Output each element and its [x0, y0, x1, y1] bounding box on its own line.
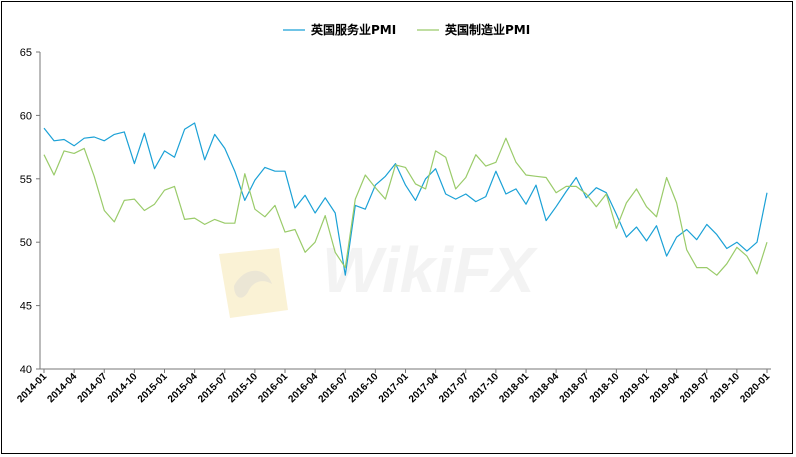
x-tick-label: 2015-01: [136, 371, 170, 405]
x-tick-label: 2015-07: [196, 371, 230, 405]
y-tick-label: 65: [20, 47, 32, 59]
x-tick-label: 2016-04: [287, 371, 321, 405]
x-tick-label: 2017-10: [467, 371, 501, 405]
x-tick-label: 2018-01: [497, 371, 531, 405]
x-tick-label: 2017-07: [437, 371, 471, 405]
watermark-logo-icon: [219, 248, 288, 318]
y-tick-label: 45: [20, 301, 32, 313]
x-tick-label: 2015-04: [166, 371, 200, 405]
x-tick-label: 2014-04: [46, 371, 80, 405]
x-tick-label: 2016-10: [347, 371, 381, 405]
series-line-services: [43, 122, 768, 276]
x-tick-label: 2016-01: [256, 371, 290, 405]
x-tick-label: 2017-04: [407, 371, 441, 405]
x-tick-label: 2018-10: [588, 371, 622, 405]
x-tick-label: 2019-01: [618, 371, 652, 405]
y-tick-label: 60: [20, 110, 32, 122]
x-tick-label: 2017-01: [377, 371, 411, 405]
legend-label-services: 英国服务业PMI: [311, 22, 396, 37]
x-tick-label: 2014-01: [15, 371, 49, 405]
x-tick-label: 2014-10: [106, 371, 140, 405]
x-tick-label: 2018-07: [558, 371, 592, 405]
watermark: WikiFX: [219, 234, 538, 318]
x-tick-label: 2014-07: [76, 371, 110, 405]
x-tick-label: 2020-01: [738, 371, 772, 405]
x-tick-label: 2019-10: [708, 371, 742, 405]
x-tick-label: 2019-07: [678, 371, 712, 405]
x-tick-label: 2016-07: [317, 371, 351, 405]
watermark-text: WikiFX: [322, 234, 538, 306]
legend-label-manufacturing: 英国制造业PMI: [445, 22, 530, 37]
y-tick-label: 55: [20, 174, 32, 186]
x-tick-label: 2015-10: [226, 371, 260, 405]
y-tick-label: 50: [20, 237, 32, 249]
x-tick-label: 2019-04: [648, 371, 682, 405]
y-tick-label: 40: [20, 364, 32, 376]
x-tick-label: 2018-04: [528, 371, 562, 405]
legend: 英国服务业PMI 英国制造业PMI: [283, 22, 530, 37]
series-line-manufacturing: [43, 137, 768, 276]
